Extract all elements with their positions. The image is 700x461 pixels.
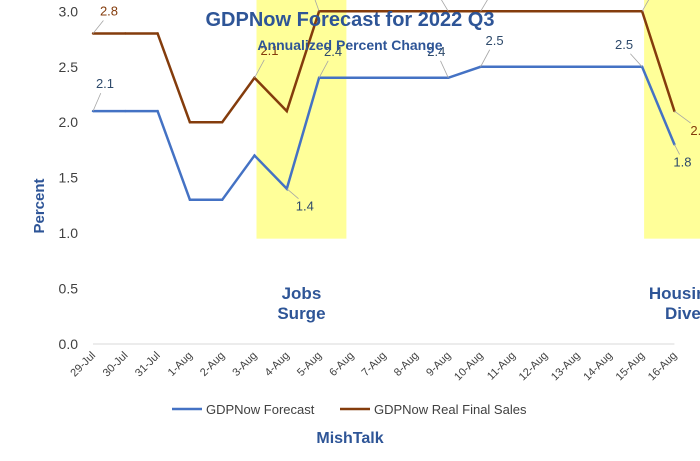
data-label: 2.4 <box>427 44 445 59</box>
data-label: 1.8 <box>673 154 691 169</box>
data-point <box>608 65 611 68</box>
highlight-label: Surge <box>277 304 325 323</box>
data-point <box>124 32 127 35</box>
x-tick-label: 16-Aug <box>646 350 680 384</box>
data-point <box>156 109 159 113</box>
data-label: 2.5 <box>615 37 633 52</box>
x-tick-label: 11-Aug <box>485 350 518 383</box>
data-point <box>414 76 418 80</box>
chart-title: GDPNow Forecast for 2022 Q3 <box>206 9 495 31</box>
data-point <box>350 10 353 13</box>
x-tick-label: 31-Jul <box>133 350 163 380</box>
highlight-label: Housing <box>649 284 700 303</box>
data-point <box>350 76 353 80</box>
x-tick-label: 5-Aug <box>295 350 324 379</box>
leader-line <box>480 0 488 12</box>
data-point <box>188 121 192 124</box>
x-axis: 29-Jul 30-Jul 31-Jul 1-Aug 2-Aug 3-Aug 4-Aug 5-… <box>68 343 680 384</box>
leader-line <box>254 59 265 79</box>
highlight-band <box>644 0 700 239</box>
leader-line <box>674 144 680 155</box>
data-label: 2.1 <box>260 43 278 58</box>
data-point <box>511 10 515 13</box>
x-tick-label: 8-Aug <box>392 350 421 379</box>
y-tick-label: 3.0 <box>59 3 79 19</box>
data-point <box>156 32 159 35</box>
leader-line <box>641 0 650 12</box>
y-axis-title: Percent <box>31 178 48 233</box>
y-tick-label: 2.5 <box>59 59 79 75</box>
series-line-0 <box>93 65 676 202</box>
series-lines <box>91 10 676 202</box>
x-tick-label: 2-Aug <box>198 350 227 379</box>
y-tick-label: 1.0 <box>59 225 79 241</box>
x-tick-label: 30-Jul <box>101 350 131 380</box>
data-point <box>285 109 288 113</box>
x-tick-label: 29-Jul <box>68 350 98 380</box>
data-point <box>414 10 418 13</box>
x-tick-label: 15-Aug <box>614 350 648 384</box>
legend-label-forecast: GDPNow Forecast <box>206 402 315 417</box>
data-label: 2.1 <box>690 123 700 138</box>
y-tick-label: 0.0 <box>59 336 79 352</box>
leader-line <box>630 53 643 68</box>
data-point <box>576 10 579 13</box>
leader-line <box>92 20 104 34</box>
data-point <box>382 76 385 80</box>
data-label: 2.1 <box>96 76 114 91</box>
leader-line <box>441 0 449 12</box>
data-point <box>188 198 192 202</box>
y-tick-label: 2.0 <box>59 114 79 130</box>
x-tick-label: 4-Aug <box>263 350 292 379</box>
leader-line <box>318 60 329 79</box>
x-tick-label: 1-Aug <box>166 350 195 379</box>
chart-subtitle: Annualized Percent Change <box>257 37 442 53</box>
leader-line <box>314 0 320 12</box>
data-label: 2.8 <box>100 3 118 18</box>
highlight-band <box>256 0 347 239</box>
leader-line <box>286 188 299 200</box>
x-tick-label: 10-Aug <box>452 350 486 384</box>
data-point <box>544 65 547 68</box>
data-point <box>544 10 547 13</box>
data-label: 2.5 <box>486 33 504 48</box>
data-labels: 2.11.42.42.42.52.51.82.82.13.03.03.03.02… <box>92 0 700 214</box>
data-label: 1.4 <box>296 199 314 214</box>
data-point <box>253 154 256 157</box>
highlight-label: Jobs <box>282 284 322 303</box>
x-tick-label: 7-Aug <box>360 350 389 379</box>
highlight-label: Dive <box>665 304 700 323</box>
data-label: 2.4 <box>324 44 342 59</box>
x-tick-label: 9-Aug <box>424 350 453 379</box>
leader-line <box>440 60 449 79</box>
credit-text: MishTalk <box>316 430 383 447</box>
leader-line <box>674 110 691 124</box>
x-tick-label: 3-Aug <box>230 350 259 379</box>
y-tick-label: 0.5 <box>59 281 79 297</box>
data-point <box>221 121 224 124</box>
y-tick-label: 1.5 <box>59 170 79 186</box>
data-point <box>382 10 385 13</box>
data-point <box>221 198 224 202</box>
leader-line <box>92 92 102 112</box>
legend-label-final-sales: GDPNow Real Final Sales <box>374 402 527 417</box>
x-tick-label: 6-Aug <box>327 350 356 379</box>
data-point <box>608 10 611 13</box>
data-point <box>511 65 515 68</box>
legend: GDPNow Forecast GDPNow Real Final Sales <box>172 402 527 417</box>
data-point <box>576 65 579 68</box>
leader-line <box>480 49 491 67</box>
x-tick-label: 14-Aug <box>581 350 615 384</box>
y-axis: 0.00.51.01.52.02.53.03.5 <box>59 3 79 352</box>
x-tick-label: 12-Aug <box>517 350 551 384</box>
x-tick-label: 13-Aug <box>549 350 583 384</box>
data-point <box>124 109 127 113</box>
highlight-bands <box>256 0 700 239</box>
